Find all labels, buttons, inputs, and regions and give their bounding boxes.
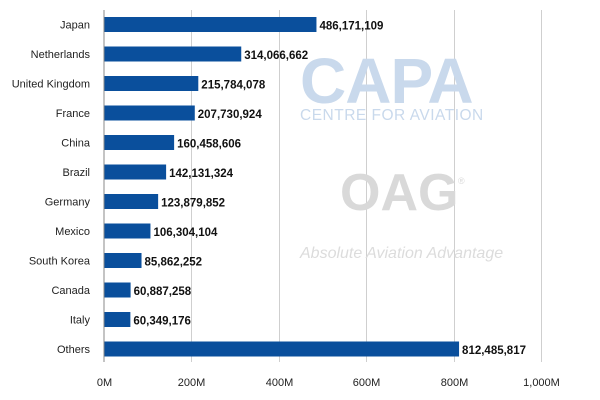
x-tick-label: 800M — [441, 377, 469, 389]
category-label: Others — [57, 344, 91, 356]
bar — [104, 135, 175, 150]
value-label: 207,730,924 — [198, 109, 263, 121]
bar — [104, 282, 131, 298]
category-label: Canada — [51, 285, 90, 297]
oag-logo-watermark: OAG — [340, 164, 458, 222]
labels: 0M 200M 400M 600M 800M 1,000M Japan 486,171,109… — [12, 20, 560, 390]
x-tick-label: 200M — [178, 377, 206, 389]
bar — [104, 17, 317, 32]
value-label: 812,485,817 — [462, 345, 526, 357]
capa-logo-watermark: CAPA — [300, 45, 473, 117]
grid-lines — [191, 10, 542, 362]
bar — [104, 312, 131, 327]
x-tick-label: 0M — [97, 377, 112, 389]
bar — [104, 194, 159, 209]
value-label: 60,887,258 — [134, 286, 192, 298]
value-label: 123,879,852 — [161, 198, 225, 210]
category-label: Germany — [45, 197, 91, 209]
value-label: 314,066,662 — [244, 50, 308, 62]
category-label: China — [61, 138, 91, 150]
x-tick-label: 600M — [353, 377, 381, 389]
category-label: Mexico — [55, 226, 90, 238]
category-label: United Kingdom — [12, 79, 90, 91]
oag-registered-mark: ® — [458, 176, 465, 186]
value-label: 85,862,252 — [145, 257, 203, 269]
category-label: Japan — [60, 20, 90, 32]
bar — [104, 253, 142, 268]
value-label: 215,784,078 — [201, 80, 266, 92]
category-label: France — [56, 108, 90, 120]
bar — [104, 105, 195, 121]
oag-tagline-watermark: Absolute Aviation Advantage — [299, 245, 503, 262]
category-label: Italy — [70, 315, 91, 327]
value-label: 60,349,176 — [133, 316, 191, 328]
bars — [104, 17, 460, 357]
category-label: Netherlands — [31, 49, 91, 61]
category-label: Brazil — [62, 167, 90, 179]
bar — [104, 46, 242, 62]
value-label: 160,458,606 — [177, 139, 241, 151]
category-label: South Korea — [29, 256, 91, 268]
value-label: 142,131,324 — [169, 168, 234, 180]
bar — [104, 341, 460, 357]
x-tick-label: 400M — [266, 377, 294, 389]
bar — [104, 223, 151, 239]
watermarks: CAPA CENTRE FOR AVIATION OAG ® Absolute … — [299, 45, 503, 262]
bar — [104, 76, 199, 91]
capa-tagline-watermark: CENTRE FOR AVIATION — [300, 107, 484, 124]
value-label: 106,304,104 — [153, 227, 218, 239]
bar — [104, 164, 167, 180]
x-tick-label: 1,000M — [523, 377, 560, 389]
value-label: 486,171,109 — [319, 21, 383, 33]
